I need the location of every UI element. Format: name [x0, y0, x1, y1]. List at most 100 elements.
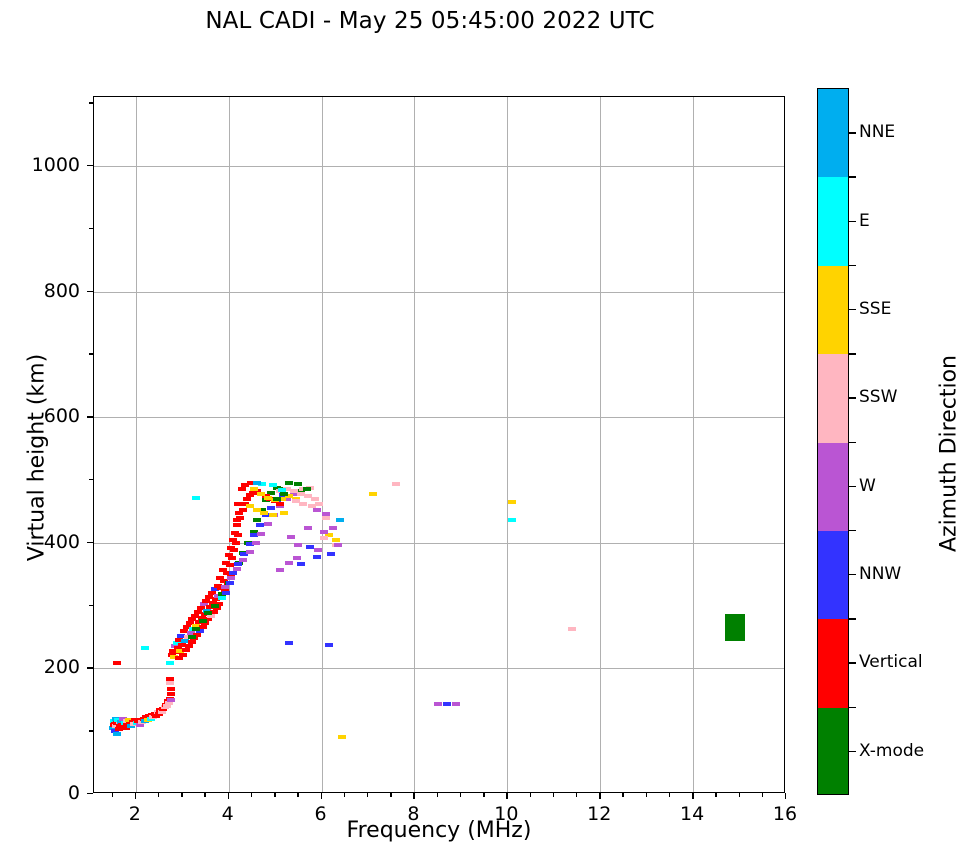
data-point [261, 513, 270, 518]
data-point [233, 523, 242, 528]
data-point [252, 489, 261, 494]
data-point [224, 553, 233, 558]
data-point [202, 598, 211, 603]
data-point [239, 552, 248, 557]
colorbar-boundary-tick [849, 618, 856, 620]
data-point [302, 486, 311, 491]
data-point [245, 504, 254, 509]
data-point [178, 642, 187, 647]
data-point [292, 496, 301, 501]
data-point [205, 594, 214, 599]
data-point [278, 488, 287, 493]
data-point [368, 491, 377, 496]
x-axis-minor-tick [668, 793, 671, 797]
data-point [298, 501, 307, 506]
data-point [220, 584, 229, 589]
data-point [275, 501, 284, 506]
data-point [253, 518, 262, 523]
data-point [329, 525, 338, 530]
y-axis-label: Virtual height (km) [24, 353, 50, 562]
page-title: NAL CADI - May 25 05:45:00 2022 UTC [205, 8, 655, 34]
x-axis-minor-tick [761, 793, 764, 797]
data-point [166, 681, 175, 686]
data-point [280, 510, 289, 515]
data-point [192, 627, 201, 632]
data-point [331, 537, 340, 542]
data-point [207, 613, 216, 618]
data-point [141, 646, 150, 651]
data-point [193, 632, 202, 637]
x-axis-tick-label: 14 [680, 803, 705, 825]
data-point [285, 560, 294, 565]
x-axis-tick [506, 793, 508, 799]
data-point [324, 642, 333, 647]
data-point [241, 483, 250, 488]
data-point [163, 704, 172, 709]
colorbar-label-sse: SSE [859, 298, 892, 319]
x-axis-minor-tick [250, 793, 253, 797]
data-point [234, 510, 243, 515]
data-point [233, 501, 242, 506]
data-point [324, 533, 333, 538]
data-point [213, 583, 222, 588]
data-point [250, 533, 259, 538]
data-point [167, 686, 176, 691]
y-axis-tick [87, 541, 93, 544]
data-point [113, 731, 122, 736]
data-point [212, 606, 221, 611]
gridline-vertical [600, 97, 602, 792]
data-point [319, 535, 328, 540]
data-point [187, 635, 196, 640]
y-axis-tick [87, 667, 93, 669]
data-point [230, 548, 239, 553]
data-point [296, 489, 305, 494]
data-point [267, 490, 276, 495]
data-point [192, 495, 201, 500]
x-axis-tick [599, 793, 601, 799]
data-point [220, 578, 229, 583]
data-point [222, 591, 231, 596]
data-point [275, 504, 284, 509]
data-point [219, 568, 228, 573]
data-point [308, 504, 317, 509]
colorbar-tick [849, 574, 856, 576]
data-point [168, 652, 177, 657]
data-point [326, 552, 335, 557]
colorbar-tick [849, 485, 856, 488]
x-axis-minor-tick [390, 793, 392, 797]
data-point [135, 722, 144, 727]
y-axis-tick-label: 200 [43, 656, 80, 679]
data-point [199, 602, 208, 607]
colorbar-segment-sse [818, 265, 848, 355]
data-point [310, 496, 319, 501]
colorbar-segment-nnw [818, 530, 848, 620]
data-point [312, 508, 321, 513]
data-point [273, 496, 282, 501]
x-axis-minor-tick [483, 793, 485, 797]
colorbar-tick [849, 750, 856, 753]
data-point [285, 480, 294, 485]
y-axis-minor-tick [89, 730, 93, 732]
data-point [176, 648, 185, 653]
data-point [229, 570, 238, 575]
gridline-vertical [321, 97, 323, 792]
data-point [118, 716, 127, 721]
data-point [114, 726, 123, 731]
colorbar-label-e: E [859, 210, 870, 231]
data-point [198, 624, 207, 629]
x-axis-minor-tick [158, 793, 160, 797]
data-point [191, 613, 200, 618]
data-point [194, 609, 203, 614]
x-axis-minor-tick [367, 793, 369, 797]
data-point [217, 592, 226, 597]
data-point [175, 637, 184, 642]
data-point [296, 562, 305, 567]
data-point [220, 588, 229, 593]
data-point [166, 691, 175, 696]
data-point [216, 575, 225, 580]
gridline-horizontal [94, 166, 784, 168]
data-point [181, 638, 190, 643]
data-point [231, 530, 240, 535]
data-point [203, 611, 212, 616]
